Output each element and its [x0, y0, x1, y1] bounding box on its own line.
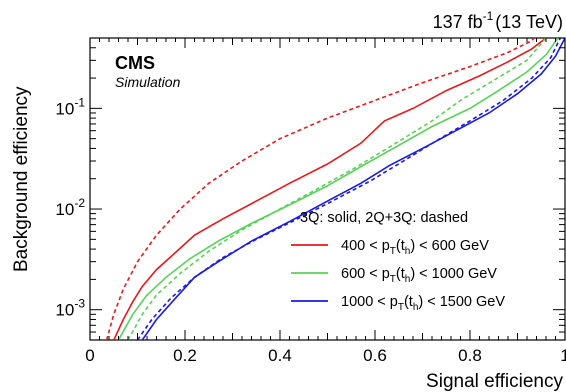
x-tick-label: 0.2 [173, 346, 197, 365]
legend-entry: 1000 < pT(th) < 1500 GeV [291, 294, 505, 313]
series-line-4-dashed [127, 38, 547, 340]
x-tick-label: 1 [560, 346, 566, 365]
legend-entry: 400 < pT(th) < 600 GeV [291, 238, 489, 257]
x-axis-title: Signal efficiency [426, 371, 563, 392]
lumi-exponent: -1 [483, 9, 494, 23]
legend-header: 3Q: solid, 2Q+3Q: dashed [300, 210, 468, 226]
x-tick-label: 0.6 [363, 346, 387, 365]
legend-label: 400 < pT(th) < 600 GeV [341, 238, 489, 257]
series-layer [105, 38, 565, 340]
y-tick-label: 10-1 [55, 95, 85, 118]
x-tick-label: 0 [85, 346, 94, 365]
lumi-value: 137 fb [433, 12, 483, 32]
legend-entries: 400 < pT(th) < 600 GeV 600 < pT(th) < 100… [291, 238, 505, 313]
series-line-2-dashed [105, 38, 535, 340]
x-tick-label: 0.8 [458, 346, 482, 365]
legend-entry: 600 < pT(th) < 1000 GeV [291, 266, 497, 285]
legend: 3Q: solid, 2Q+3Q: dashed 400 < pT(th) < … [291, 210, 505, 313]
lumi-label: 137 fb-1 (13 TeV) [433, 9, 563, 32]
lumi-energy: (13 TeV) [495, 12, 563, 32]
x-tick-label: 0.4 [268, 346, 292, 365]
legend-label: 1000 < pT(th) < 1500 GeV [341, 294, 505, 313]
legend-label: 600 < pT(th) < 1000 GeV [341, 266, 497, 285]
cms-label: CMS [115, 53, 155, 73]
y-tick-label: 10-3 [55, 297, 85, 320]
series-line-5-solid [141, 38, 565, 340]
series-line-3-solid [117, 38, 559, 340]
simulation-label: Simulation [115, 74, 181, 90]
series-line-1-solid [113, 38, 547, 340]
y-axis-title: Background efficiency [11, 86, 32, 272]
y-tick-label: 10-2 [55, 196, 85, 219]
